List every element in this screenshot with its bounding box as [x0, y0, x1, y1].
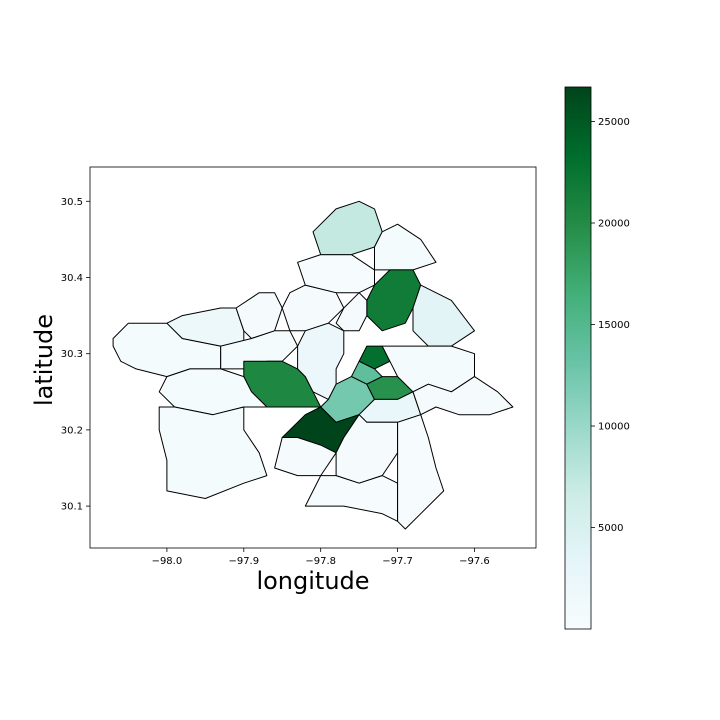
y-tick-label: 30.1 — [61, 502, 83, 513]
region-south-west — [274, 437, 337, 477]
colorbar-tick-label: 20000 — [598, 219, 630, 230]
y-axis-ticks: 30.1 30.2 30.3 30.4 30.5 — [61, 197, 90, 513]
region-west-mid — [220, 330, 299, 370]
region-west-lower — [158, 368, 268, 416]
region-se-outer — [397, 414, 445, 530]
colorbar: 5000 10000 15000 20000 25000 — [564, 86, 630, 630]
colorbar-tick-label: 5000 — [598, 523, 623, 534]
y-tick-label: 30.3 — [61, 349, 83, 360]
map-plot-area — [89, 166, 537, 549]
x-tick-label: −97.7 — [382, 556, 413, 567]
region-sw-outer — [158, 406, 268, 499]
region-north-tip — [312, 200, 383, 256]
colorbar-tick-label: 15000 — [598, 320, 630, 331]
x-axis-ticks: −98.0 −97.9 −97.8 −97.7 −97.6 — [152, 548, 490, 567]
region-ne-outer — [374, 223, 437, 271]
y-tick-label: 30.5 — [61, 197, 83, 208]
plot-frame — [89, 166, 537, 549]
x-tick-label: −97.6 — [459, 556, 490, 567]
region-east-outer — [412, 376, 514, 416]
y-tick-label: 30.4 — [61, 273, 83, 284]
y-axis-title: latitude — [30, 314, 58, 406]
x-tick-label: −97.9 — [228, 556, 259, 567]
x-tick-label: −97.8 — [305, 556, 336, 567]
colorbar-frame — [564, 86, 592, 630]
x-tick-label: −98.0 — [152, 556, 183, 567]
y-tick-label: 30.2 — [61, 425, 83, 436]
colorbar-tick-label: 25000 — [598, 117, 630, 128]
colorbar-tick-label: 10000 — [598, 422, 630, 433]
map-regions — [112, 200, 514, 530]
region-central-dark — [358, 345, 391, 370]
region-north-mid — [335, 292, 368, 332]
colorbar-gradient — [565, 87, 591, 629]
x-axis-title: longitude — [256, 567, 369, 595]
colorbar-ticks: 5000 10000 15000 20000 25000 — [591, 117, 630, 534]
